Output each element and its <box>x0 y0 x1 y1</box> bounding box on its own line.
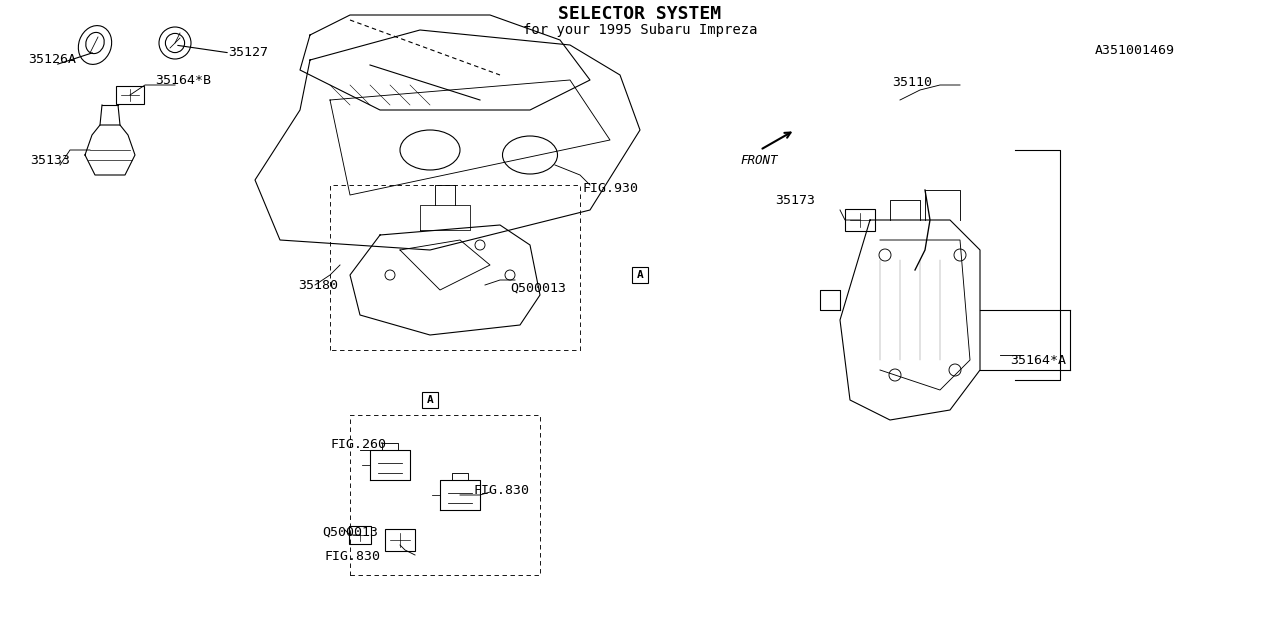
Text: for your 1995 Subaru Impreza: for your 1995 Subaru Impreza <box>522 23 758 37</box>
Text: Q500013: Q500013 <box>509 282 566 294</box>
Text: A351001469: A351001469 <box>1094 44 1175 56</box>
Text: 35127: 35127 <box>228 45 268 58</box>
Text: 35126A: 35126A <box>28 52 76 65</box>
Text: 35110: 35110 <box>892 76 932 88</box>
Text: 35164*A: 35164*A <box>1010 353 1066 367</box>
Text: 35164*B: 35164*B <box>155 74 211 86</box>
Text: SELECTOR SYSTEM: SELECTOR SYSTEM <box>558 5 722 23</box>
Text: FIG.930: FIG.930 <box>582 182 637 195</box>
Text: FRONT: FRONT <box>740 154 777 166</box>
Text: A: A <box>426 395 434 405</box>
Text: A: A <box>636 270 644 280</box>
Text: 35180: 35180 <box>298 278 338 291</box>
Text: 35173: 35173 <box>774 193 815 207</box>
Text: FIG.830: FIG.830 <box>324 550 380 563</box>
Text: FIG.830: FIG.830 <box>474 483 529 497</box>
Text: 35133: 35133 <box>29 154 70 166</box>
Text: FIG.260: FIG.260 <box>330 438 387 451</box>
Text: Q500013: Q500013 <box>323 525 378 538</box>
